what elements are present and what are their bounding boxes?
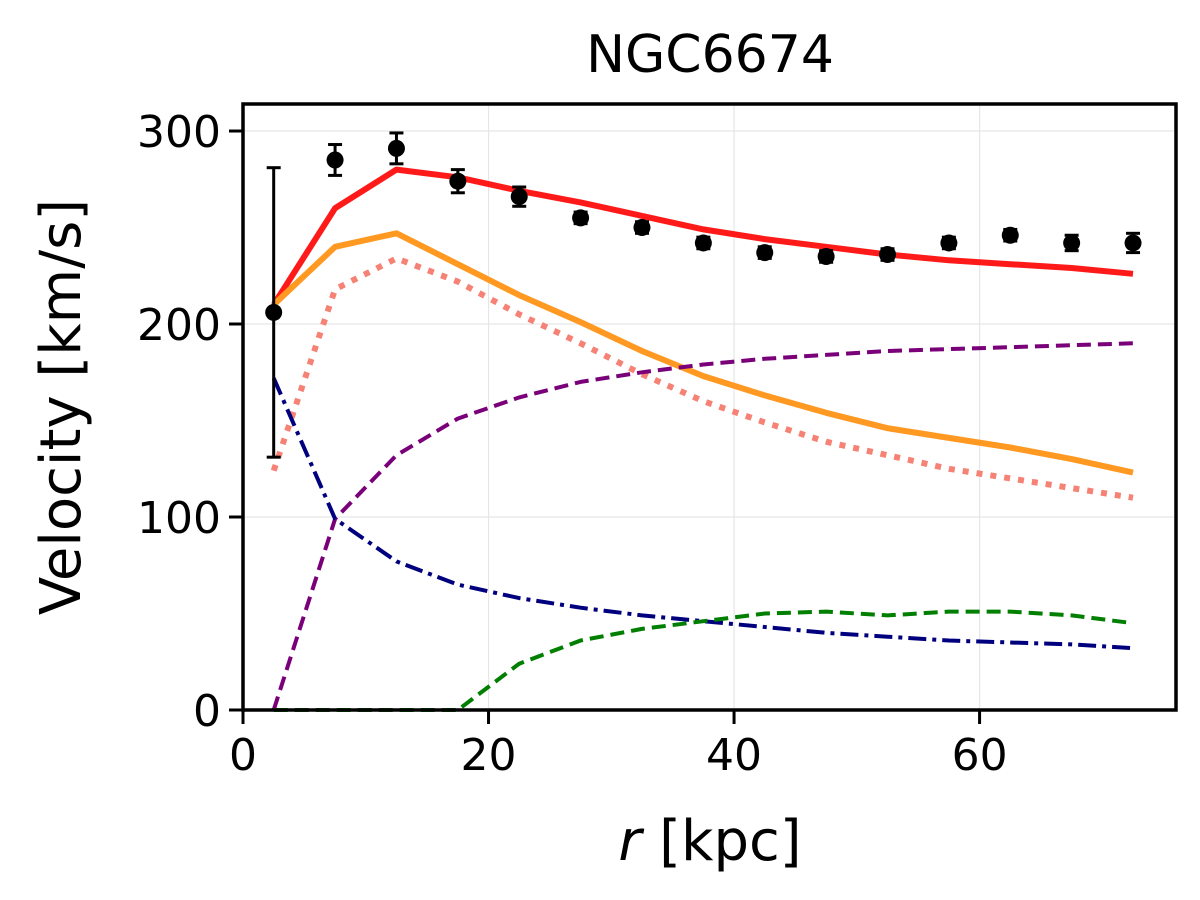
data-point [633, 219, 651, 237]
series-layer [270, 166, 1134, 712]
data-point [572, 209, 590, 227]
data-point [265, 303, 283, 321]
axis-ticks: 0 20 40 60 0 100 200 300 [137, 107, 1008, 781]
data-point [817, 247, 835, 265]
data-point [694, 234, 712, 252]
grid [242, 104, 1176, 711]
y-axis-label: Velocity [km/s] [29, 199, 94, 615]
x-axis-unit: [kpc] [641, 809, 801, 874]
series-line-purple-dashed [271, 341, 1134, 711]
series-line-green-dashed [273, 609, 1134, 712]
observed-points [265, 131, 1142, 459]
x-tick-label: 40 [706, 730, 762, 781]
data-point [1124, 234, 1142, 252]
series-line-navy-dashdot [271, 377, 1134, 651]
data-point [940, 234, 958, 252]
data-point [756, 244, 774, 262]
data-point [326, 151, 344, 169]
y-tick-label: 0 [193, 686, 221, 737]
y-tick-label: 100 [137, 493, 221, 544]
series-line-orange-model [271, 230, 1134, 476]
x-tick-label: 20 [461, 730, 517, 781]
x-axis-label: r [kpc] [618, 809, 801, 874]
plot-frame [241, 102, 1178, 712]
x-tick-label: 0 [229, 730, 257, 781]
x-axis-variable: r [618, 809, 644, 874]
chart-title: NGC6674 [586, 25, 834, 85]
series-line-total-fit [271, 166, 1134, 307]
data-point [1063, 234, 1081, 252]
data-point [510, 188, 528, 206]
data-point [1001, 226, 1019, 244]
data-point [387, 139, 405, 157]
data-point [879, 246, 897, 264]
data-point [449, 172, 467, 190]
y-tick-label: 200 [137, 300, 221, 351]
y-tick-label: 300 [137, 107, 221, 158]
series-line-salmon-dotted [270, 255, 1134, 501]
x-tick-label: 60 [952, 730, 1008, 781]
